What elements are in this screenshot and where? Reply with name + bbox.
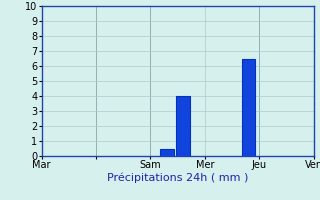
X-axis label: Précipitations 24h ( mm ): Précipitations 24h ( mm ) [107,173,248,183]
Bar [176,96,190,156]
Bar [160,148,173,156]
Bar [242,58,255,156]
